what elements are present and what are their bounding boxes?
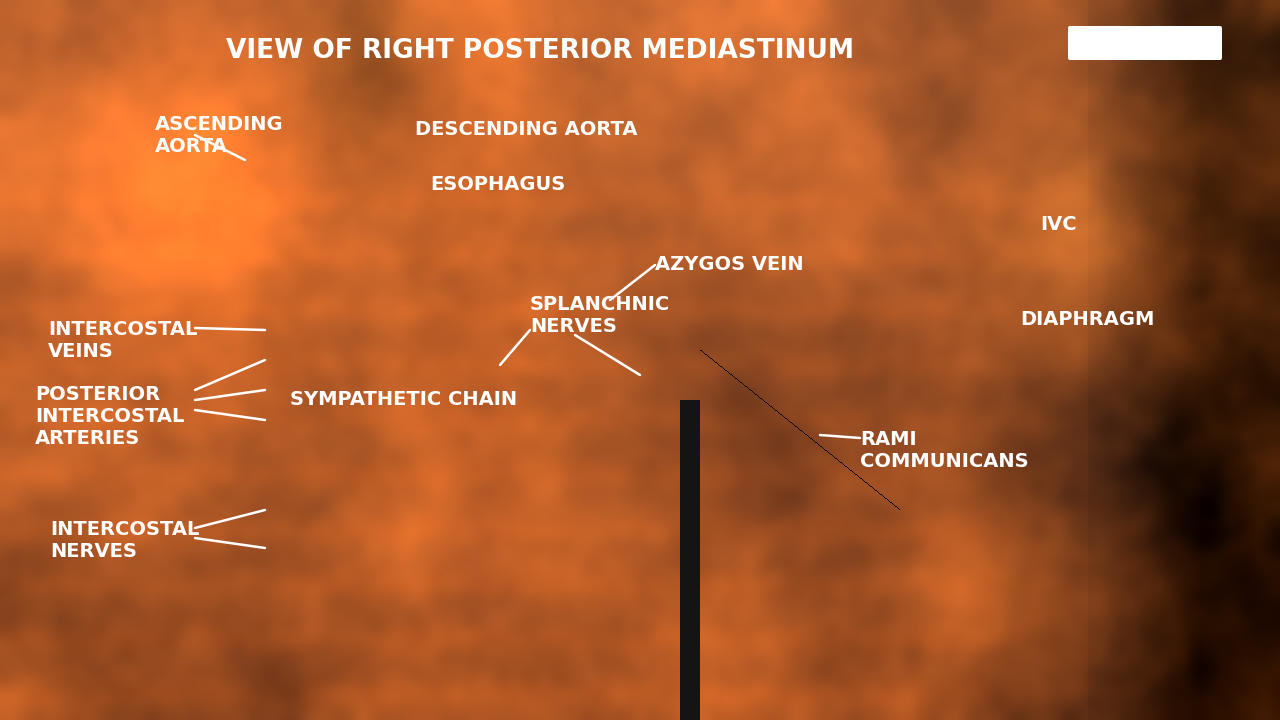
- Text: INTERCOSTAL
NERVES: INTERCOSTAL NERVES: [50, 520, 200, 561]
- Text: ESOPHAGUS: ESOPHAGUS: [430, 175, 566, 194]
- Text: SPLANCHNIC
NERVES: SPLANCHNIC NERVES: [530, 295, 671, 336]
- Text: AZYGOS VEIN: AZYGOS VEIN: [655, 255, 804, 274]
- Text: ASCENDING
AORTA: ASCENDING AORTA: [155, 115, 284, 156]
- Text: DIAPHRAGM: DIAPHRAGM: [1020, 310, 1155, 329]
- Text: POSTERIOR
INTERCOSTAL
ARTERIES: POSTERIOR INTERCOSTAL ARTERIES: [35, 385, 184, 448]
- Text: VIEW OF RIGHT POSTERIOR MEDIASTINUM: VIEW OF RIGHT POSTERIOR MEDIASTINUM: [227, 38, 854, 64]
- Text: IVC: IVC: [1039, 215, 1076, 234]
- Text: SYMPATHETIC CHAIN: SYMPATHETIC CHAIN: [291, 390, 517, 409]
- Text: INTERCOSTAL
VEINS: INTERCOSTAL VEINS: [49, 320, 197, 361]
- FancyBboxPatch shape: [1068, 26, 1222, 60]
- Text: DESCENDING AORTA: DESCENDING AORTA: [415, 120, 637, 139]
- Text: RAMI
COMMUNICANS: RAMI COMMUNICANS: [860, 430, 1029, 471]
